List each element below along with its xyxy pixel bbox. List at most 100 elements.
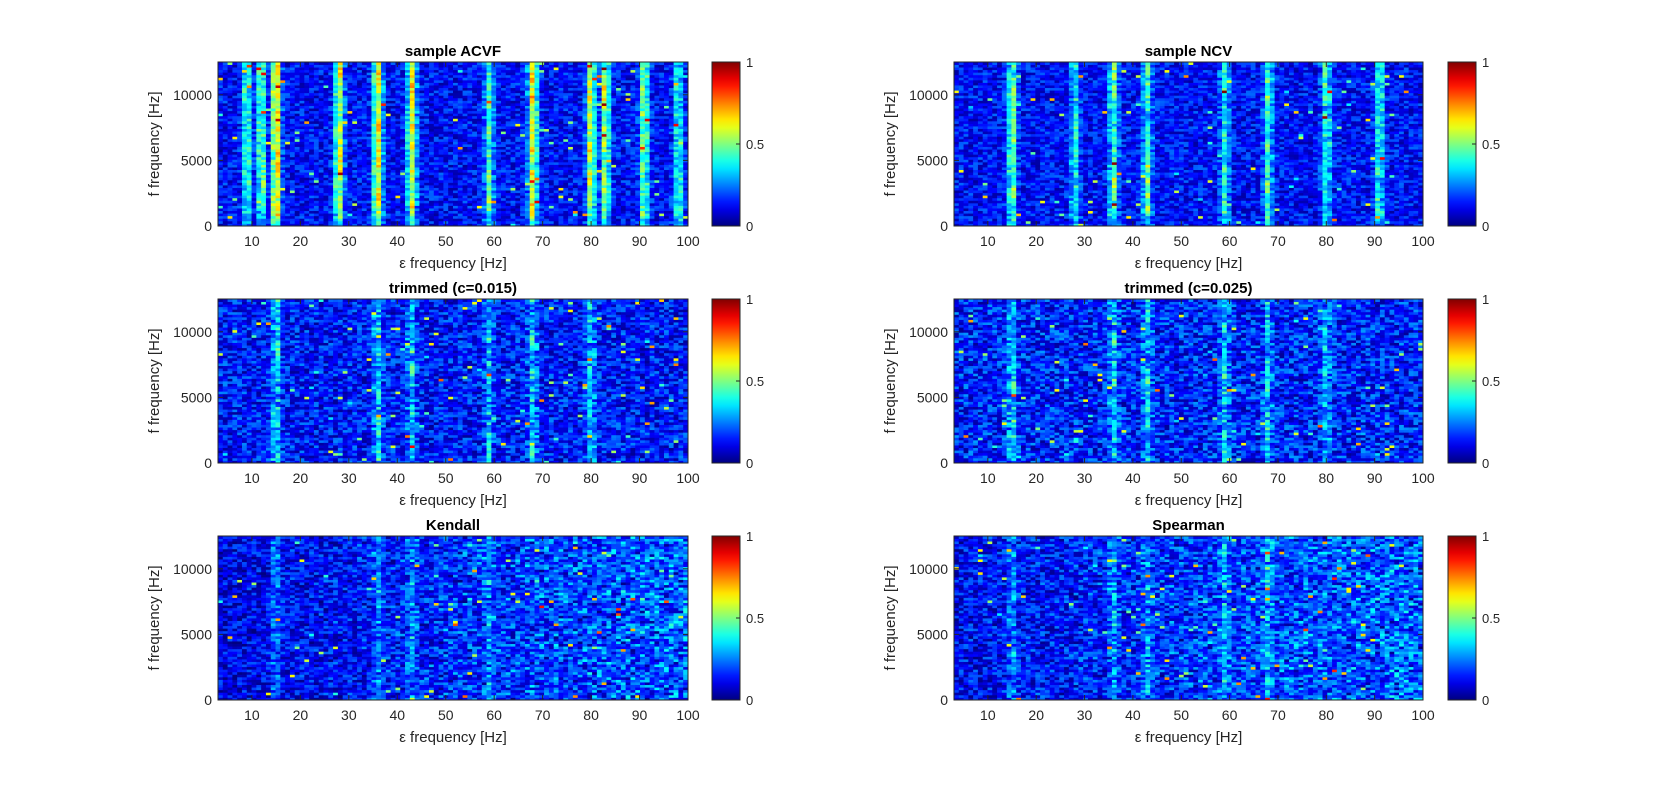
heatmap-cell: [563, 149, 568, 152]
heatmap-cell: [482, 190, 487, 193]
heatmap-cell: [371, 139, 376, 142]
heatmap-cell: [242, 144, 247, 147]
heatmap-cell: [544, 165, 549, 168]
heatmap-cell: [280, 172, 285, 175]
heatmap-cell: [424, 134, 429, 137]
heatmap-cell: [419, 182, 424, 185]
heatmap-cell: [362, 126, 367, 129]
heatmap-cell: [467, 80, 472, 83]
heatmap-cell: [223, 157, 228, 160]
heatmap-cell: [482, 67, 487, 70]
heatmap-cell: [400, 108, 405, 111]
heatmap-cell: [333, 118, 338, 121]
heatmap-cell: [443, 172, 448, 175]
heatmap-cell: [515, 80, 520, 83]
heatmap-cell: [386, 100, 391, 103]
heatmap-cell: [252, 203, 257, 206]
heatmap-cell: [381, 180, 386, 183]
heatmap-cell: [300, 175, 305, 178]
heatmap-cell: [443, 182, 448, 185]
heatmap-cell: [276, 108, 281, 111]
heatmap-cell: [487, 129, 492, 132]
heatmap-cell: [237, 152, 242, 155]
heatmap-cell: [280, 190, 285, 193]
heatmap-cell: [343, 167, 348, 170]
heatmap-cell: [304, 80, 309, 83]
heatmap-cell: [347, 111, 352, 114]
heatmap-cell: [376, 200, 381, 203]
heatmap-cell: [252, 103, 257, 106]
heatmap-cell: [419, 180, 424, 183]
heatmap-cell: [578, 108, 583, 111]
heatmap-cell: [357, 80, 362, 83]
heatmap-cell: [228, 111, 233, 114]
heatmap-cell: [525, 152, 530, 155]
heatmap-cell: [487, 98, 492, 101]
heatmap-cell: [477, 180, 482, 183]
heatmap-cell: [410, 93, 415, 96]
heatmap-cell: [530, 131, 535, 134]
heatmap-cell: [582, 221, 587, 224]
heatmap-cell: [419, 208, 424, 211]
heatmap-cell: [429, 111, 434, 114]
heatmap-cell: [271, 75, 276, 78]
heatmap-cell: [434, 70, 439, 73]
heatmap-cell: [559, 118, 564, 121]
heatmap-cell: [482, 180, 487, 183]
heatmap-cell: [535, 216, 540, 219]
heatmap-cell: [434, 149, 439, 152]
heatmap-cell: [463, 139, 468, 142]
heatmap-cell: [587, 182, 592, 185]
heatmap-cell: [515, 172, 520, 175]
heatmap-cell: [395, 98, 400, 101]
heatmap-cell: [367, 157, 372, 160]
heatmap-cell: [271, 136, 276, 139]
heatmap-cell: [530, 190, 535, 193]
heatmap-cell: [223, 141, 228, 144]
heatmap-cell: [410, 177, 415, 180]
heatmap-cell: [338, 172, 343, 175]
heatmap-cell: [252, 172, 257, 175]
heatmap-cell: [232, 180, 237, 183]
heatmap-cell: [415, 65, 420, 68]
heatmap-cell: [228, 72, 233, 75]
heatmap-cell: [395, 188, 400, 191]
heatmap-cell: [573, 149, 578, 152]
heatmap-cell: [333, 152, 338, 155]
heatmap-cell: [477, 149, 482, 152]
heatmap-cell: [324, 108, 329, 111]
heatmap-cell: [395, 83, 400, 86]
heatmap-cell: [563, 198, 568, 201]
heatmap-cell: [410, 75, 415, 78]
heatmap-cell: [352, 100, 357, 103]
heatmap-cell: [520, 157, 525, 160]
heatmap-cell: [525, 167, 530, 170]
heatmap-cell: [515, 100, 520, 103]
heatmap-cell: [496, 159, 501, 162]
heatmap-cell: [386, 198, 391, 201]
heatmap-cell: [429, 136, 434, 139]
heatmap-cell: [343, 136, 348, 139]
heatmap-cell: [319, 152, 324, 155]
heatmap-cell: [319, 221, 324, 224]
heatmap-cell: [304, 195, 309, 198]
heatmap-cell: [247, 118, 252, 121]
heatmap-cell: [501, 165, 506, 168]
heatmap-cell: [419, 116, 424, 119]
heatmap-cell: [535, 124, 540, 127]
heatmap-cell: [472, 159, 477, 162]
heatmap-cell: [247, 195, 252, 198]
heatmap-cell: [520, 180, 525, 183]
heatmap-cell: [482, 129, 487, 132]
heatmap-cell: [554, 170, 559, 173]
heatmap-cell: [573, 167, 578, 170]
heatmap-cell: [463, 206, 468, 209]
heatmap-cell: [324, 136, 329, 139]
heatmap-cell: [271, 88, 276, 91]
heatmap-cell: [587, 116, 592, 119]
heatmap-cell: [578, 149, 583, 152]
heatmap-cell: [237, 88, 242, 91]
heatmap-cell: [304, 193, 309, 196]
heatmap-cell: [568, 98, 573, 101]
heatmap-cell: [453, 77, 458, 80]
